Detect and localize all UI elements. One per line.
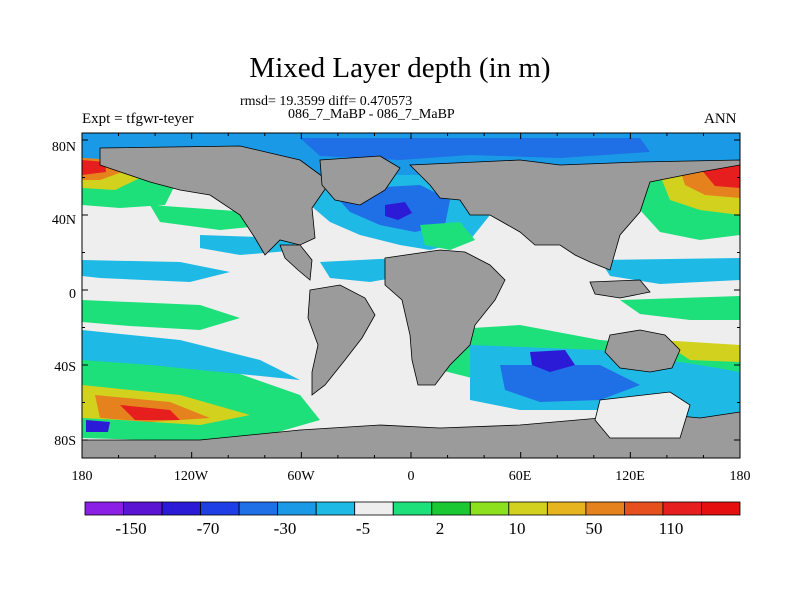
central-america-land [279,244,313,281]
indonesia-land [589,279,651,299]
colorbar-swatch [469,501,510,516]
colorbar-label-2: -70 [196,519,220,538]
lon-label-120w: 120W [173,469,209,484]
colorbar-label-8: 110 [658,519,684,538]
arctic-deep-band [300,138,650,160]
experiment-label: Expt = tfgwr-teyer [82,111,194,127]
north-america-land [99,145,331,256]
eurasia-land [409,159,740,271]
lon-label-60w: 60W [287,469,315,484]
australia-land [604,329,681,373]
eq-west-green [620,296,740,320]
colorbar-swatch [277,501,317,516]
s-indian-yellow [660,340,740,362]
colorbar-swatch [585,501,625,516]
greenland-land [319,155,401,206]
n-pacific-green-stripe [150,205,270,230]
lon-label-60e: 60E [508,469,532,484]
axis-ticks [81,133,741,458]
stats-text: rmsd= 19.3599 diff= 0.470573 086_7_MaBP … [240,94,455,122]
lon-label-180e: 180 [729,469,751,484]
south-america-land [307,284,376,396]
stats-rmsd: rmsd= 19.3599 diff= 0.470573 [240,94,413,109]
colorbar-label-7: 50 [585,519,603,538]
colorbar-swatch [701,501,741,516]
colorbar-swatch [315,501,356,516]
colorbar-label-1: -150 [115,519,147,538]
lon-label-180w: 180 [71,469,93,484]
colorbar-swatch [161,501,201,516]
lon-label-0: 0 [407,469,415,484]
s-pacific-cyan [82,330,300,380]
med-green-patch [420,222,475,250]
lon-label-120e: 120E [615,469,645,484]
colorbar-swatch [662,501,702,516]
colorbar-swatch [508,501,548,516]
colorbar-swatch [238,501,279,516]
colorbar [84,501,741,516]
land-masses [82,145,740,458]
colorbar-swatch [546,501,587,516]
eq-pacific-cyan [82,260,230,282]
s-pacific-red [120,405,180,420]
map-title: Mixed Layer depth (in m) [249,52,551,84]
colorbar-label-5: 2 [435,519,445,538]
eq-west-cyan [600,258,740,284]
colorbar-swatch [200,501,240,516]
colorbar-swatch [624,501,664,516]
colorbar-label-3: -30 [273,519,297,538]
period-label: ANN [704,111,737,127]
lat-label-40n: 40N [51,213,76,228]
antarctica-land [82,411,740,458]
antarctic-shelf-neutral [594,391,691,439]
colorbar-swatch [84,501,124,516]
s-pacific-blue [86,420,110,432]
stats-experiments: 086_7_MaBP - 086_7_MaBP [288,107,455,122]
lat-label-80n: 80N [51,140,76,155]
colorbar-label-4: -5 [355,519,371,538]
eq-pacific-green [82,300,240,330]
s-indian-blue [500,365,640,402]
colorbar-swatch [123,501,163,516]
colorbar-swatch [354,501,394,516]
lat-label-0: 0 [69,287,76,302]
colorbar-swatch [392,501,433,516]
colorbar-swatch [431,501,471,516]
lat-label-40s: 40S [54,360,76,375]
lat-label-80s: 80S [54,434,76,449]
colorbar-label-6: 10 [508,519,526,538]
north-atlantic-dark [385,202,412,220]
map-field [82,133,740,458]
africa-land [384,249,506,386]
s-indian-dark [530,350,575,372]
